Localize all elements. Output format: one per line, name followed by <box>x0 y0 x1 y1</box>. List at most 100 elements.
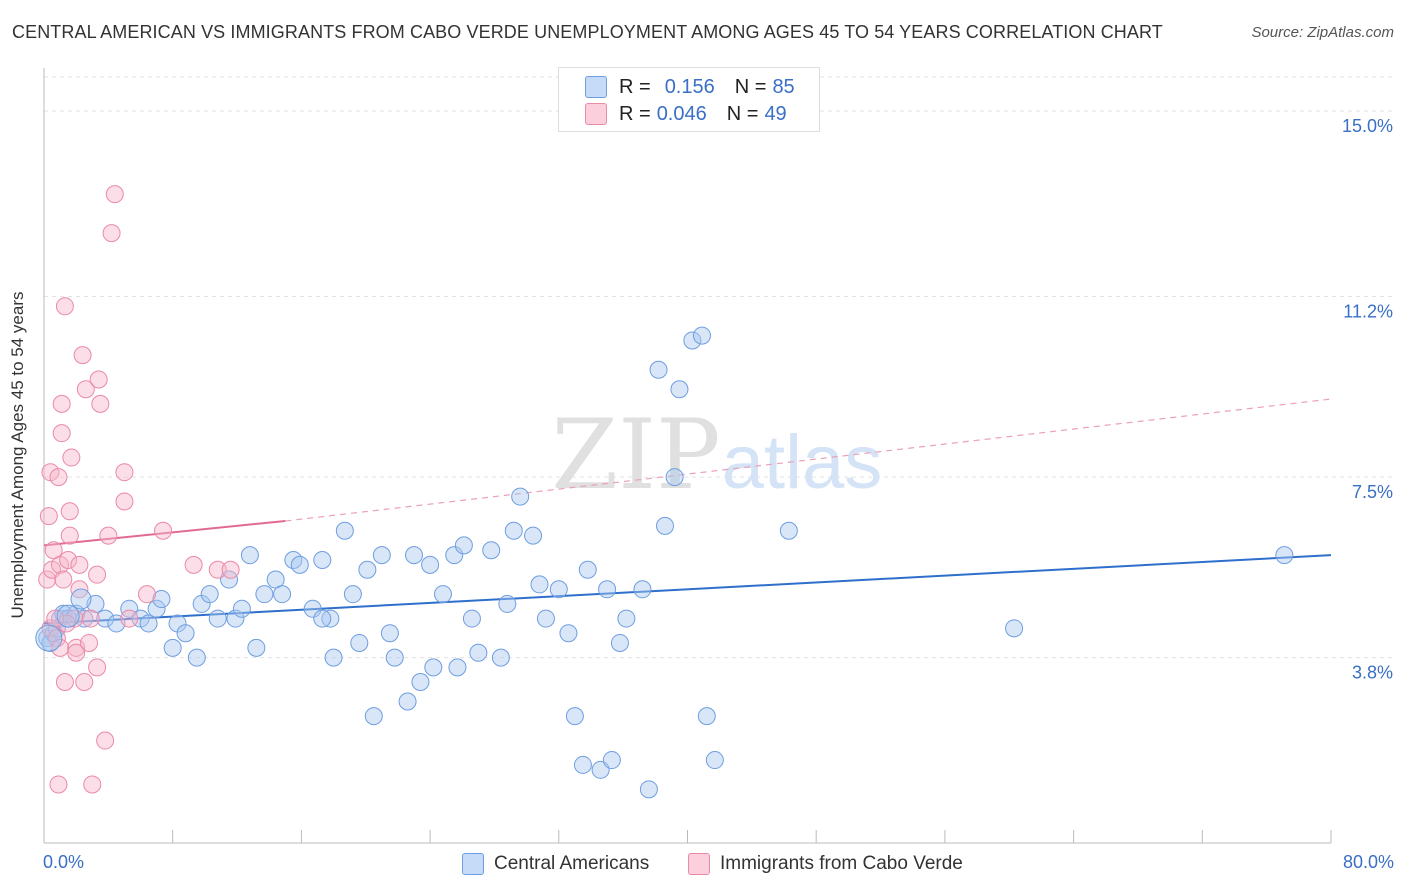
point-central-americans <box>255 585 274 604</box>
y-tick-label: 3.8% <box>1352 663 1393 683</box>
point-central-americans <box>187 648 206 667</box>
point-central-americans <box>147 599 166 618</box>
point-cabo-verde <box>70 555 89 574</box>
bottom-legend-series2: Immigrants from Cabo Verde <box>688 852 963 876</box>
point-cabo-verde <box>67 643 86 662</box>
point-central-americans <box>350 633 369 652</box>
legend-r-value-series1: 0.156 <box>664 75 715 98</box>
y-axis-label: Unemployment Among Ages 45 to 54 years <box>8 291 27 619</box>
point-cabo-verde <box>60 502 79 521</box>
point-central-americans <box>670 380 689 399</box>
legend-row-series1: R = 0.156 N = 85 <box>585 75 795 99</box>
legend-swatch-series2 <box>585 103 607 125</box>
point-central-americans <box>665 468 684 487</box>
point-central-americans <box>448 658 467 677</box>
point-central-americans <box>697 707 716 726</box>
point-central-americans <box>398 692 417 711</box>
point-cabo-verde <box>88 658 107 677</box>
point-cabo-verde <box>57 614 76 633</box>
point-central-americans <box>559 624 578 643</box>
point-cabo-verde <box>60 526 79 545</box>
point-central-americans <box>445 546 464 565</box>
point-cabo-verde <box>54 570 73 589</box>
trend-lines <box>43 398 1332 625</box>
point-central-americans-cluster <box>70 588 92 610</box>
point-central-americans <box>683 331 702 350</box>
point-central-americans <box>364 707 383 726</box>
data-points <box>35 185 1294 799</box>
point-cabo-verde <box>49 775 68 794</box>
point-central-americans <box>139 614 158 633</box>
point-cabo-verde <box>75 672 94 691</box>
y-tick-label: 11.2% <box>1343 302 1393 322</box>
bottom-legend-series1: Central Americans <box>462 852 649 876</box>
watermark-atlas: atlas <box>722 420 883 505</box>
point-central-americans <box>163 638 182 657</box>
point-central-americans <box>454 536 473 555</box>
legend-n-label: N = <box>734 75 767 98</box>
trend-line-series1 <box>43 554 1332 625</box>
legend-swatch-series1 <box>585 76 607 98</box>
watermark-zip: ZIP <box>551 399 720 511</box>
bottom-legend-label-series1: Central Americans <box>494 853 650 874</box>
point-central-americans <box>96 609 115 628</box>
point-central-americans <box>511 487 530 506</box>
y-tick-labels: 3.8% 7.5% 11.2% 15.0% <box>1342 116 1393 682</box>
point-central-americans <box>482 541 501 560</box>
bottom-legend-swatch-series1 <box>462 853 484 875</box>
grid-lines <box>44 76 1392 659</box>
point-central-americans <box>705 751 724 770</box>
trend-line-series2 <box>43 519 286 547</box>
point-cabo-verde <box>154 521 173 540</box>
chart-title: CENTRAL AMERICAN VS IMMIGRANTS FROM CABO… <box>12 22 1163 42</box>
point-central-americans <box>549 580 568 599</box>
point-cabo-verde <box>99 526 118 545</box>
point-cabo-verde <box>39 507 58 526</box>
y-tick-label: 15.0% <box>1342 116 1393 136</box>
source-label: Source: ZipAtlas.com <box>1251 24 1394 41</box>
point-central-americans <box>208 609 227 628</box>
point-central-americans <box>380 624 399 643</box>
point-cabo-verde <box>80 633 99 652</box>
point-cabo-verde <box>120 609 139 628</box>
legend-r-label: R = <box>619 102 651 125</box>
point-cabo-verde <box>88 565 107 584</box>
point-central-americans <box>1005 619 1024 638</box>
point-cabo-verde <box>208 560 227 579</box>
point-cabo-verde <box>55 297 74 316</box>
legend-n-value-series1: 85 <box>772 75 795 98</box>
point-central-americans <box>433 585 452 604</box>
point-cabo-verde <box>55 672 74 691</box>
point-cabo-verde <box>91 394 110 413</box>
point-central-americans <box>649 360 668 379</box>
point-central-americans <box>411 672 430 691</box>
watermark: ZIP atlas <box>551 399 882 511</box>
bottom-legend-label-series2: Immigrants from Cabo Verde <box>720 853 963 874</box>
point-cabo-verde <box>76 380 95 399</box>
point-cabo-verde <box>49 468 68 487</box>
point-central-americans <box>290 555 309 574</box>
point-central-americans <box>504 521 523 540</box>
point-central-americans <box>343 585 362 604</box>
point-central-americans <box>324 648 343 667</box>
point-central-americans <box>385 648 404 667</box>
point-central-americans <box>226 609 245 628</box>
point-central-americans <box>405 546 424 565</box>
point-central-americans <box>424 658 443 677</box>
point-central-americans <box>335 521 354 540</box>
point-central-americans <box>779 521 798 540</box>
point-central-americans <box>491 648 510 667</box>
point-central-americans <box>498 594 517 613</box>
point-central-americans-cluster <box>35 624 63 652</box>
legend-r-value-series2: 0.046 <box>656 102 707 125</box>
point-central-americans <box>421 555 440 574</box>
legend-n-label: N = <box>726 102 759 125</box>
axes <box>43 68 1332 844</box>
point-central-americans <box>578 560 597 579</box>
point-central-americans <box>240 546 259 565</box>
point-cabo-verde <box>83 775 102 794</box>
legend-n-value-series2: 49 <box>764 102 787 125</box>
point-central-americans <box>598 580 617 599</box>
point-cabo-verde <box>38 570 57 589</box>
